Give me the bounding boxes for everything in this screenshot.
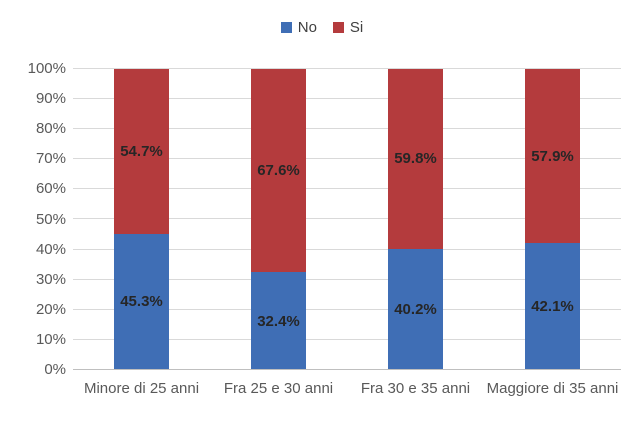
gridline: [73, 158, 621, 159]
y-tick-label: 60%: [35, 180, 66, 197]
bar-segment-no: 42.1%: [525, 243, 580, 370]
gridline: [73, 218, 621, 219]
data-label: 40.2%: [394, 300, 437, 318]
legend-label: No: [297, 19, 317, 36]
legend-label: Si: [349, 19, 364, 36]
data-label: 42.1%: [531, 298, 574, 316]
data-label: 45.3%: [120, 293, 163, 311]
y-tick-label: 0%: [44, 361, 66, 378]
y-tick-label: 100%: [27, 60, 66, 77]
plot-area: 54.7% 45.3% 67.6% 32.4% 59.8% 40.2% 57.9% 42.1%: [73, 68, 621, 370]
chart-legend: No Si: [0, 19, 644, 36]
bar-segment-si: 67.6%: [251, 69, 306, 273]
gridline: [73, 339, 621, 340]
x-axis-category-labels: Minore di 25 anni Fra 25 e 30 anni Fra 30 …: [73, 379, 621, 398]
gridline: [73, 188, 621, 189]
data-label: 67.6%: [257, 162, 300, 180]
data-label: 54.7%: [120, 142, 163, 160]
gridline: [73, 249, 621, 250]
bar-segment-no: 32.4%: [251, 272, 306, 370]
y-tick-label: 90%: [35, 90, 66, 107]
y-tick-label: 70%: [35, 150, 66, 167]
data-label: 59.8%: [394, 150, 437, 168]
bar-segment-si: 57.9%: [525, 69, 580, 244]
bars-container: 54.7% 45.3% 67.6% 32.4% 59.8% 40.2% 57.9% 42.1%: [73, 69, 621, 370]
y-tick-label: 20%: [35, 301, 66, 318]
bar-slot: 67.6% 32.4%: [210, 69, 347, 370]
bar-slot: 54.7% 45.3%: [73, 69, 210, 370]
y-tick-label: 10%: [35, 331, 66, 348]
x-tick-label: Minore di 25 anni: [83, 380, 200, 397]
legend-item-no: No: [280, 19, 317, 36]
bar-segment-no: 45.3%: [114, 233, 169, 370]
x-axis-line: [73, 369, 621, 370]
y-tick-label: 30%: [35, 271, 66, 288]
x-tick-label: Maggiore di 35 anni: [486, 380, 619, 397]
gridline: [73, 98, 621, 99]
bar-segment-si: 59.8%: [388, 69, 443, 249]
gridline: [73, 128, 621, 129]
bar-slot: 57.9% 42.1%: [484, 69, 621, 370]
legend-swatch-icon: [332, 22, 344, 33]
bar-slot: 59.8% 40.2%: [347, 69, 484, 370]
bar-segment-si: 54.7%: [114, 69, 169, 234]
data-label: 57.9%: [531, 147, 574, 165]
gridline: [73, 309, 621, 310]
y-tick-label: 80%: [35, 120, 66, 137]
data-label: 32.4%: [257, 312, 300, 330]
gridline: [73, 279, 621, 280]
gridline: [73, 68, 621, 69]
y-axis-tick-labels: 0% 10% 20% 30% 40% 50% 60% 70% 80% 90% 100%: [0, 60, 66, 378]
x-tick-label: Fra 30 e 35 anni: [360, 380, 471, 397]
bar-segment-no: 40.2%: [388, 248, 443, 370]
stacked-bar: 67.6% 32.4%: [251, 69, 306, 370]
y-tick-label: 50%: [35, 211, 66, 228]
legend-swatch-icon: [280, 22, 292, 33]
stacked-bar: 54.7% 45.3%: [114, 69, 169, 370]
y-tick-label: 40%: [35, 241, 66, 258]
x-tick-label: Fra 25 e 30 anni: [223, 380, 334, 397]
stacked-bar: 59.8% 40.2%: [388, 69, 443, 370]
legend-item-si: Si: [332, 19, 364, 36]
stacked-bar: 57.9% 42.1%: [525, 69, 580, 370]
